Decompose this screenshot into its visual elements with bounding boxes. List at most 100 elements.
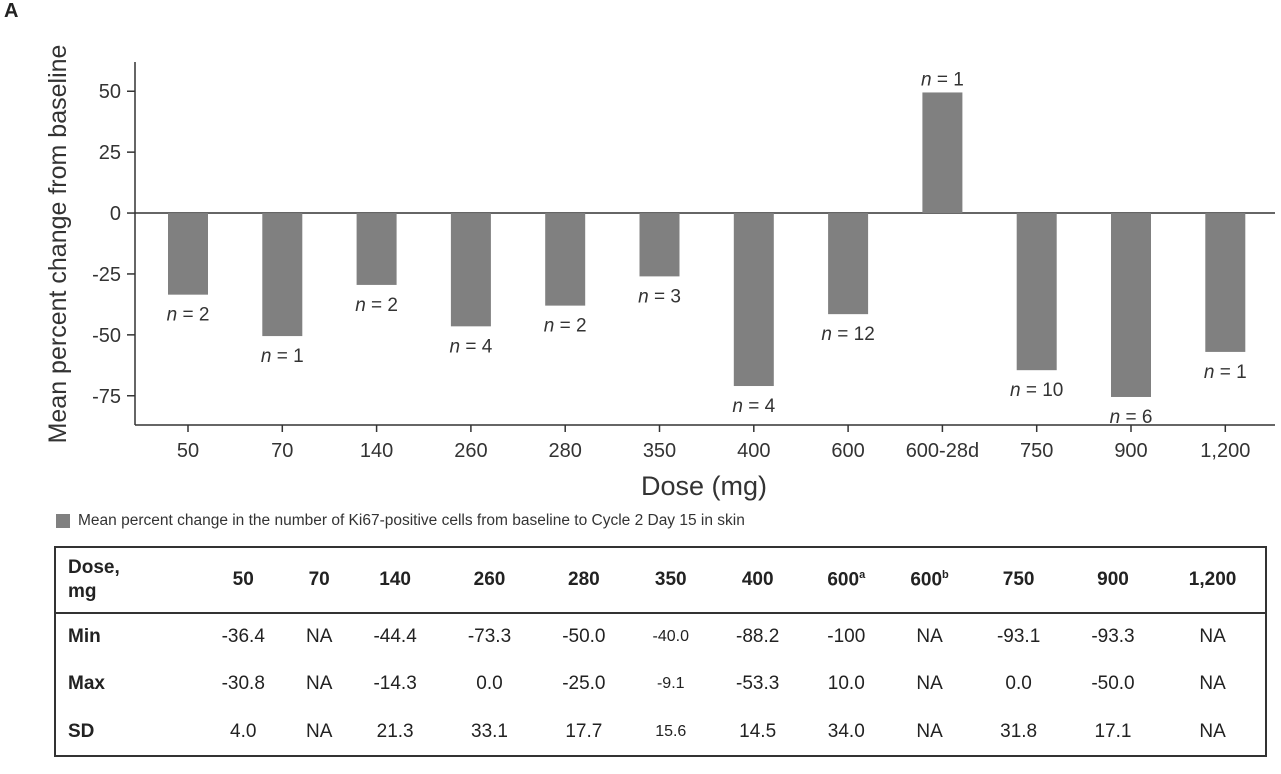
table-cell: -50.0 — [562, 626, 606, 648]
table-col-header: 750 — [971, 547, 1066, 614]
table-cell: -40.0 — [652, 628, 689, 646]
table-cell: NA — [1199, 626, 1226, 648]
chart-bars — [168, 92, 1246, 397]
table-cell: NA — [1199, 673, 1226, 695]
bar — [828, 213, 869, 315]
table-col-header: 600a — [804, 547, 888, 614]
table-col-header: 50 — [196, 547, 291, 614]
header-label-line2: mg — [68, 581, 97, 602]
x-axis-label: Dose (mg) — [641, 471, 767, 501]
table-row: Min -36.4 NA -44.4 -73.3 -50.0 -40.0 -88.2 -100 N… — [55, 613, 1266, 661]
bar — [545, 213, 586, 306]
legend-swatch — [56, 514, 70, 528]
table-cell: 33.1 — [471, 720, 508, 742]
table-cell: 14.5 — [739, 720, 777, 742]
table-cell: 0.0 — [476, 673, 503, 695]
y-tick-label: -75 — [92, 386, 121, 408]
table-col-header: 900 — [1065, 547, 1161, 614]
bar — [1016, 213, 1057, 371]
table-cell: -93.1 — [996, 626, 1041, 648]
bar — [639, 213, 680, 277]
table-cell: -88.2 — [736, 626, 780, 648]
chart-labels: 50 25 0 -25 -50 -75 Mean percent change from b… — [44, 45, 1250, 501]
bar — [168, 213, 208, 295]
table-col-header: 600b — [887, 547, 972, 614]
x-tick-label: 140 — [360, 440, 393, 462]
table-cell: -100 — [827, 626, 866, 648]
n-label: n = 12 — [821, 324, 874, 345]
bar — [1111, 213, 1151, 397]
stats-table: Dose, mg 50 70 140 260 280 350 400 600a 600b 750 9… — [54, 546, 1267, 757]
table-cell: -25.0 — [562, 673, 606, 695]
chart-axes — [127, 62, 1275, 432]
table-header-label: Dose, mg — [55, 547, 197, 614]
chart-legend: Mean percent change in the number of Ki6… — [56, 512, 745, 530]
table-cell: 15.6 — [655, 722, 687, 740]
table-cell: NA — [305, 720, 333, 742]
bar — [262, 213, 303, 337]
y-tick-label: -50 — [92, 325, 121, 347]
n-label: n = 4 — [732, 396, 775, 417]
n-label: n = 1 — [921, 69, 964, 90]
bar — [733, 213, 774, 387]
bar — [450, 213, 491, 327]
table-cell: NA — [1199, 720, 1226, 742]
n-label: n = 10 — [1010, 380, 1063, 401]
table-cell: -14.3 — [373, 673, 417, 695]
table-cell: -50.0 — [1091, 673, 1135, 695]
bar — [922, 92, 963, 214]
table-col-header: 1,200 — [1160, 547, 1266, 614]
table-cell: 0.0 — [1005, 673, 1032, 695]
n-label: n = 1 — [261, 346, 304, 367]
table-cell: -30.8 — [221, 673, 265, 695]
table-row-label: Max — [68, 673, 105, 695]
table-cell: -36.4 — [221, 626, 265, 648]
table-cell: 31.8 — [1000, 720, 1038, 742]
x-tick-label: 750 — [1020, 440, 1053, 462]
table-cell: 34.0 — [827, 720, 865, 742]
y-tick-label: 0 — [110, 203, 121, 225]
x-tick-label: 70 — [271, 440, 293, 462]
bar — [356, 213, 397, 285]
table-col-header: 400 — [710, 547, 805, 614]
x-tick-label: 280 — [549, 440, 582, 462]
x-tick-label: 400 — [737, 440, 770, 462]
n-label: n = 4 — [449, 336, 492, 357]
table-cell: NA — [305, 626, 333, 648]
table-cell: 17.7 — [565, 720, 603, 742]
table-cell: 17.1 — [1094, 720, 1132, 742]
table-col-header: 350 — [631, 547, 711, 614]
y-tick-label: -25 — [92, 264, 121, 286]
x-tick-label: 900 — [1114, 440, 1147, 462]
n-label: n = 3 — [638, 286, 681, 307]
table-cell: NA — [916, 673, 943, 695]
x-tick-label: 260 — [454, 440, 487, 462]
n-label: n = 2 — [167, 305, 210, 326]
n-label: n = 2 — [355, 295, 398, 316]
table-row-label: Min — [68, 626, 101, 648]
bar — [1205, 213, 1246, 352]
n-label: n = 2 — [544, 316, 587, 337]
n-label: n = 1 — [1204, 362, 1247, 383]
header-label-line1: Dose, — [68, 557, 120, 578]
table-row: SD 4.0 NA 21.3 33.1 17.7 15.6 14.5 34.0 NA 31.8 17.… — [55, 708, 1266, 756]
table-col-header: 280 — [536, 547, 632, 614]
y-tick-label: 25 — [99, 142, 121, 164]
x-tick-label: 600-28d — [906, 440, 979, 462]
table-cell: NA — [916, 720, 943, 742]
table-header-row: Dose, mg 50 70 140 260 280 350 400 600a 600b 750 9… — [55, 547, 1266, 614]
table-col-header: 260 — [442, 547, 537, 614]
panel-label: A — [4, 0, 19, 22]
table-cell: -9.1 — [656, 675, 685, 693]
table-row-label: SD — [68, 720, 95, 742]
table-cell: -73.3 — [467, 626, 512, 648]
table-cell: -93.3 — [1091, 626, 1135, 648]
y-tick-label: 50 — [99, 81, 121, 103]
table-col-header: 70 — [290, 547, 348, 614]
y-axis-label: Mean percent change from baseline — [44, 45, 72, 444]
bar-chart: 50 25 0 -25 -50 -75 Mean percent change from b… — [44, 45, 1275, 501]
x-tick-label: 1,200 — [1200, 440, 1250, 462]
x-tick-label: 600 — [831, 440, 864, 462]
n-label: n = 6 — [1110, 407, 1153, 428]
table-cell: NA — [916, 626, 943, 648]
